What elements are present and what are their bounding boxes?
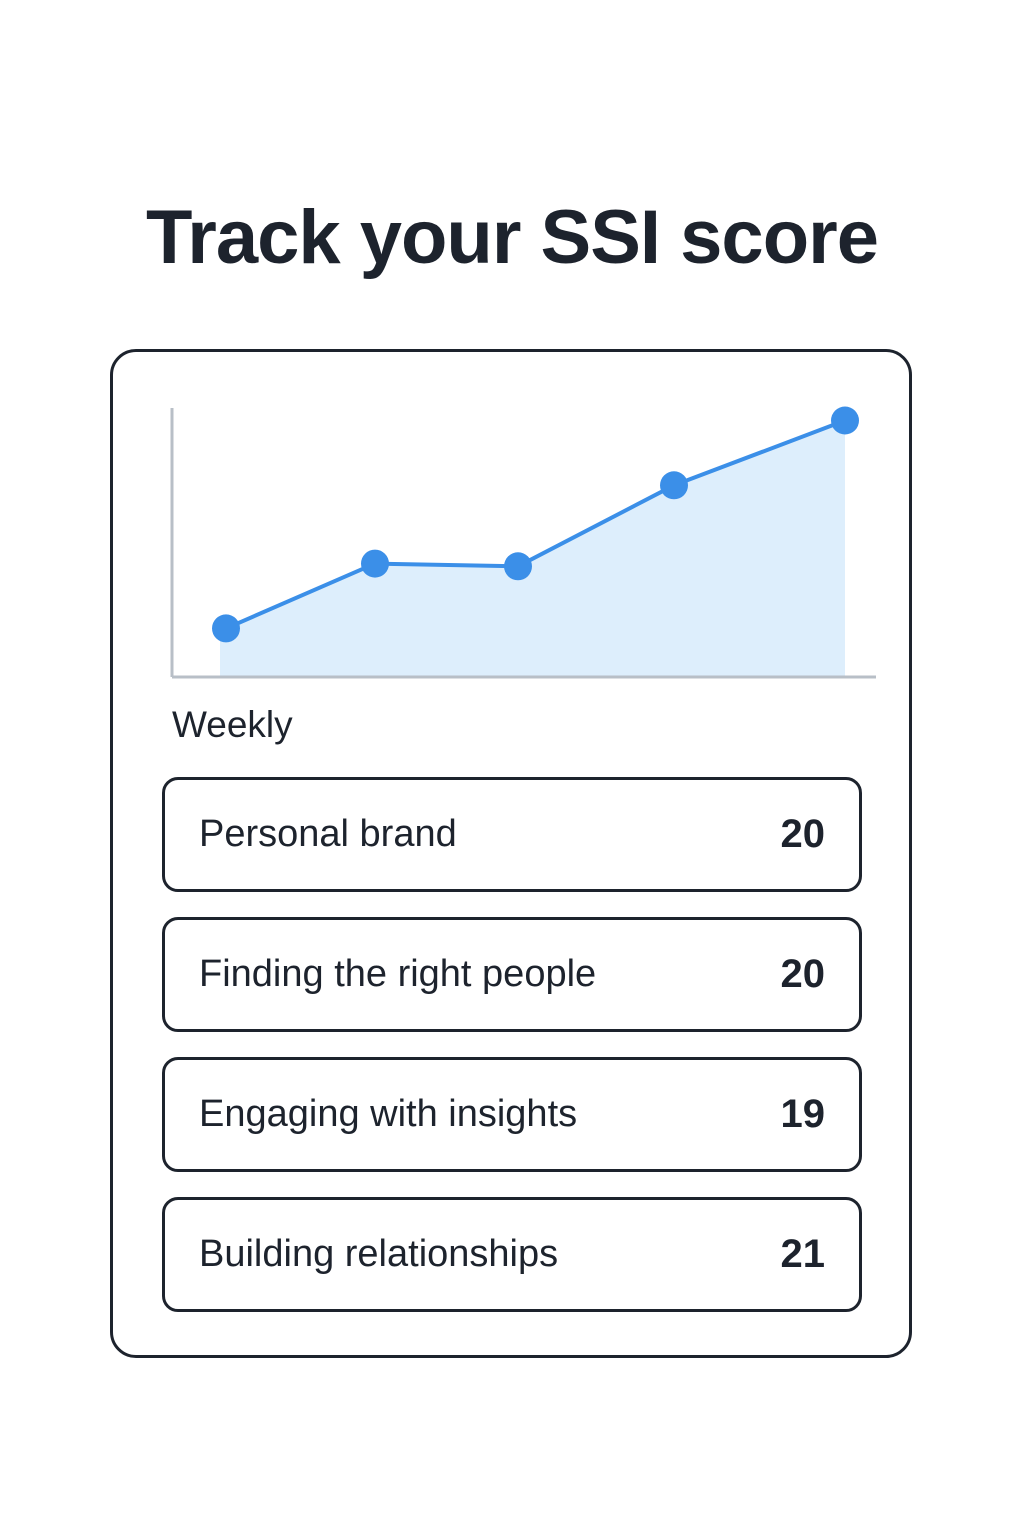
page-title: Track your SSI score xyxy=(146,195,879,280)
chart-point-5 xyxy=(831,406,859,435)
chart-points xyxy=(212,406,859,643)
chart-point-1 xyxy=(212,614,240,643)
metric-row-engaging-insights[interactable]: Engaging with insights 19 xyxy=(162,1057,862,1172)
chart-point-2 xyxy=(361,549,389,578)
metric-label: Building relationships xyxy=(199,1233,559,1275)
metric-value: 19 xyxy=(780,1092,826,1136)
chart-point-3 xyxy=(504,552,532,581)
metric-row-finding-people[interactable]: Finding the right people 20 xyxy=(162,917,862,1032)
metric-value: 20 xyxy=(780,952,826,996)
metric-row-building-relationships[interactable]: Building relationships 21 xyxy=(162,1197,862,1312)
metric-value: 20 xyxy=(780,812,826,856)
chart-area-fill xyxy=(220,420,845,676)
metric-label: Finding the right people xyxy=(199,953,597,995)
metric-label: Personal brand xyxy=(199,813,457,855)
period-label: Weekly xyxy=(172,704,293,745)
metric-row-personal-brand[interactable]: Personal brand 20 xyxy=(162,777,862,892)
metric-value: 21 xyxy=(780,1232,826,1276)
chart-point-4 xyxy=(660,471,688,500)
metric-label: Engaging with insights xyxy=(199,1093,578,1135)
